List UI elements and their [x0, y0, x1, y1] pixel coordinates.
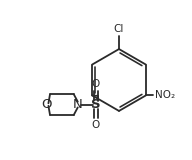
Text: O: O [92, 120, 100, 130]
Text: Cl: Cl [113, 24, 123, 34]
Text: O: O [41, 98, 51, 111]
Text: N: N [73, 98, 83, 111]
Text: NO₂: NO₂ [155, 90, 175, 100]
Text: S: S [91, 98, 101, 111]
Text: O: O [92, 79, 100, 89]
